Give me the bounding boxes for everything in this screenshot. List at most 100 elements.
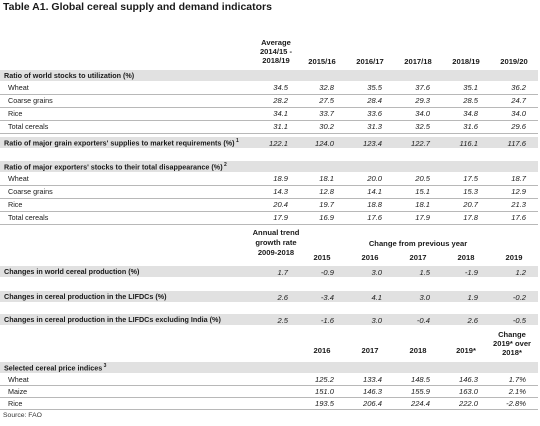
ratio-stocks-cell: 34.5 xyxy=(273,83,288,92)
production-cell: 1.9 xyxy=(467,293,478,302)
row-divider xyxy=(0,185,538,186)
year-header: 2017/18 xyxy=(404,57,432,66)
year-header: 2017 xyxy=(409,253,427,262)
row-label: Rice xyxy=(8,200,23,209)
price-indices-section-label: Selected cereal price indices 3 xyxy=(4,363,107,373)
row-divider xyxy=(0,107,538,108)
change-header: Change from previous year xyxy=(368,239,468,248)
price-index-cell: -2.8% xyxy=(506,399,526,408)
row-label: Coarse grains xyxy=(8,187,53,196)
ratio-stocks-cell: 29.3 xyxy=(415,96,430,105)
disappearance-cell: 20.4 xyxy=(273,200,288,209)
disappearance-cell: 14.1 xyxy=(367,187,382,196)
production-cell: 1.5 xyxy=(419,268,430,277)
price-index-cell: 151.0 xyxy=(314,387,334,396)
exporters-supply-cell: 122.7 xyxy=(410,139,430,148)
production-cell: 1.7 xyxy=(277,268,288,277)
row-divider xyxy=(0,397,538,398)
ratio-stocks-cell: 31.6 xyxy=(463,122,478,131)
price-index-cell: 146.3 xyxy=(362,387,382,396)
exporters-supply-section-footnote: 1 xyxy=(234,138,239,144)
disappearance-cell: 17.6 xyxy=(511,213,526,222)
disappearance-cell: 21.3 xyxy=(511,200,526,209)
price-index-cell: 1.7% xyxy=(508,375,526,384)
disappearance-section-footnote: 2 xyxy=(222,162,227,168)
ratio-stocks-cell: 30.2 xyxy=(319,122,334,131)
price-indices-section-footnote: 3 xyxy=(102,363,107,369)
price-index-cell: 163.0 xyxy=(458,387,478,396)
avg-period-header: Average xyxy=(261,38,291,47)
change-pct-header: 2019* over xyxy=(493,339,531,348)
disappearance-cell: 20.7 xyxy=(463,200,478,209)
disappearance-cell: 17.9 xyxy=(415,213,430,222)
source-note: Source: FAO xyxy=(3,412,42,419)
production-cell: -3.4 xyxy=(320,293,334,302)
ratio-stocks-cell: 35.5 xyxy=(367,83,382,92)
price-index-cell: 125.2 xyxy=(314,375,334,384)
row-label: Rice xyxy=(8,399,23,408)
production-cell: -1.9 xyxy=(464,268,478,277)
disappearance-cell: 20.5 xyxy=(415,174,430,183)
year-header: 2016 xyxy=(361,253,379,262)
ratio-stocks-cell: 32.5 xyxy=(415,122,430,131)
disappearance-cell: 18.7 xyxy=(511,174,526,183)
price-index-cell: 224.4 xyxy=(410,399,430,408)
price-indices-section-band xyxy=(0,362,538,373)
exporters-supply-cell: 122.1 xyxy=(268,139,288,148)
table-title: Table A1. Global cereal supply and deman… xyxy=(3,1,272,13)
exporters-supply-cell: 117.6 xyxy=(507,139,526,148)
year-header: 2018 xyxy=(409,346,427,355)
trend-header: 2009-2018 xyxy=(257,248,295,257)
production-cell: 4.1 xyxy=(371,293,382,302)
ratio-stocks-cell: 31.1 xyxy=(273,122,288,131)
year-header: 2018 xyxy=(457,253,475,262)
ratio-stocks-cell: 29.6 xyxy=(511,122,526,131)
exporters-supply-section-band xyxy=(0,137,538,148)
price-index-cell: 148.5 xyxy=(410,375,430,384)
price-index-cell: 146.3 xyxy=(458,375,478,384)
disappearance-cell: 19.7 xyxy=(319,200,334,209)
ratio-stocks-cell: 31.3 xyxy=(367,122,382,131)
ratio-stocks-cell: 32.8 xyxy=(319,83,334,92)
year-header: 2019* xyxy=(456,346,476,355)
disappearance-cell: 18.8 xyxy=(367,200,382,209)
disappearance-cell: 12.8 xyxy=(319,187,334,196)
ratio-stocks-cell: 24.7 xyxy=(511,96,526,105)
production-cell: 3.0 xyxy=(371,316,382,325)
row-divider xyxy=(0,120,538,121)
ratio-stocks-cell: 36.2 xyxy=(511,83,526,92)
ratio-stocks-cell: 33.6 xyxy=(367,109,382,118)
row-divider xyxy=(0,133,538,134)
row-label: Coarse grains xyxy=(8,96,53,105)
ratio-stocks-cell: 28.5 xyxy=(463,96,478,105)
exporters-supply-cell: 123.4 xyxy=(362,139,382,148)
disappearance-cell: 14.3 xyxy=(273,187,288,196)
production-cell: -0.4 xyxy=(416,316,430,325)
ratio-stocks-cell: 28.2 xyxy=(273,96,288,105)
change-pct-header: Change xyxy=(498,330,526,339)
ratio-stocks-cell: 27.5 xyxy=(319,96,334,105)
production-cell: 2.6 xyxy=(277,293,288,302)
disappearance-cell: 17.9 xyxy=(273,213,288,222)
ratio-stocks-cell: 37.6 xyxy=(415,83,430,92)
ratio-stocks-cell: 34.0 xyxy=(511,109,526,118)
production-cell: -0.9 xyxy=(320,268,334,277)
production-cell: 3.0 xyxy=(419,293,430,302)
production-row-2-band xyxy=(0,291,538,302)
disappearance-cell: 16.9 xyxy=(319,213,334,222)
year-header: 2015/16 xyxy=(308,57,336,66)
price-index-cell: 222.0 xyxy=(458,399,478,408)
avg-period-header: 2018/19 xyxy=(262,56,290,65)
exporters-supply-cell: 124.0 xyxy=(314,139,334,148)
production-cell: -0.5 xyxy=(512,316,526,325)
disappearance-cell: 18.9 xyxy=(273,174,288,183)
price-index-cell: 133.4 xyxy=(362,375,382,384)
row-divider xyxy=(0,198,538,199)
production-row-1-label: Changes in world cereal production (%) xyxy=(4,267,140,276)
row-divider xyxy=(0,211,538,212)
disappearance-cell: 17.8 xyxy=(463,213,478,222)
disappearance-cell: 15.1 xyxy=(415,187,430,196)
ratio-stocks-section-label: Ratio of world stocks to utilization (%) xyxy=(4,71,135,80)
year-header: 2018/19 xyxy=(452,57,480,66)
year-header: 2016 xyxy=(313,346,331,355)
